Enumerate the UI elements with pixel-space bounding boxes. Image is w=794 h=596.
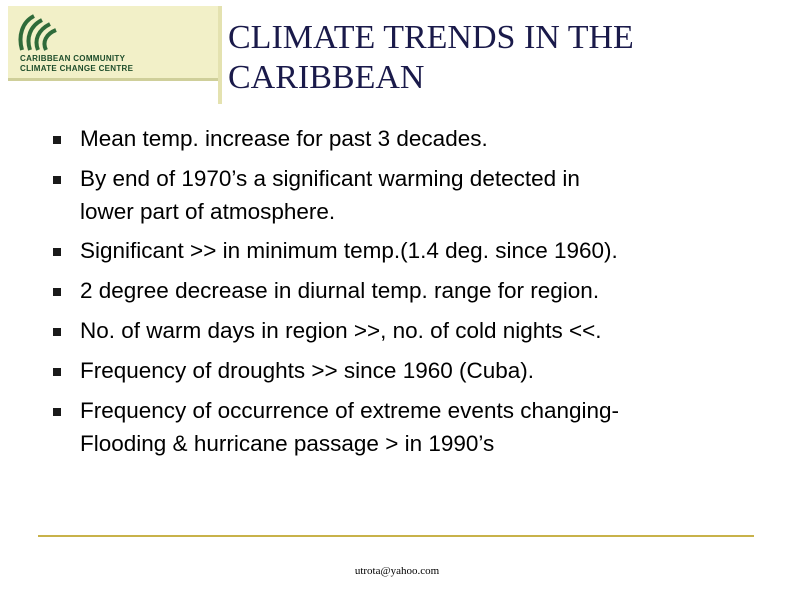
caribbean-community-emblem-icon xyxy=(18,14,57,51)
bullet-item: Mean temp. increase for past 3 decades. xyxy=(48,122,778,156)
bullet-item: Frequency of occurrence of extreme event… xyxy=(48,394,778,460)
bullet-text: Significant >> in minimum temp.(1.4 deg.… xyxy=(80,238,618,263)
bullet-text-continued: Flooding & hurricane passage > in 1990’s xyxy=(80,431,495,456)
bullet-text: Frequency of droughts >> since 1960 (Cub… xyxy=(80,358,535,383)
bullet-item: Significant >> in minimum temp.(1.4 deg.… xyxy=(48,234,778,268)
square-bullet-icon xyxy=(53,136,61,144)
bullet-item: Frequency of droughts >> since 1960 (Cub… xyxy=(48,354,778,388)
square-bullet-icon xyxy=(53,176,61,184)
logo-text-line1: CARIBBEAN COMMUNITY xyxy=(20,54,126,63)
slide-title-line1: CLIMATE TRENDS IN THE xyxy=(228,19,634,56)
bullet-item: 2 degree decrease in diurnal temp. range… xyxy=(48,274,778,308)
footer-rule xyxy=(38,535,754,537)
title-accent-bar xyxy=(218,6,222,104)
square-bullet-icon xyxy=(53,288,61,296)
slide-title: CLIMATE TRENDS IN THE CARIBBEAN xyxy=(228,18,788,98)
square-bullet-icon xyxy=(53,328,61,336)
bullet-text: Frequency of occurrence of extreme event… xyxy=(80,398,620,423)
square-bullet-icon xyxy=(53,248,61,256)
square-bullet-icon xyxy=(53,408,61,416)
bullet-list: Mean temp. increase for past 3 decades. … xyxy=(48,122,778,466)
bullet-text: No. of warm days in region >>, no. of co… xyxy=(80,318,602,343)
bullet-text-continued: lower part of atmosphere. xyxy=(80,199,336,224)
square-bullet-icon xyxy=(53,368,61,376)
bullet-item: By end of 1970’s a significant warming d… xyxy=(48,162,778,228)
bullet-item: No. of warm days in region >>, no. of co… xyxy=(48,314,778,348)
bullet-text: 2 degree decrease in diurnal temp. range… xyxy=(80,278,600,303)
logo-text-line2: CLIMATE CHANGE CENTRE xyxy=(20,64,134,73)
footer-email: utrota@yahoo.com xyxy=(354,565,440,577)
bullet-text: By end of 1970’s a significant warming d… xyxy=(80,166,580,191)
slide-title-line2: CARIBBEAN xyxy=(228,59,425,96)
ccccc-logo: CARIBBEAN COMMUNITY CLIMATE CHANGE CENTR… xyxy=(8,6,218,81)
bullet-text: Mean temp. increase for past 3 decades. xyxy=(80,126,488,151)
